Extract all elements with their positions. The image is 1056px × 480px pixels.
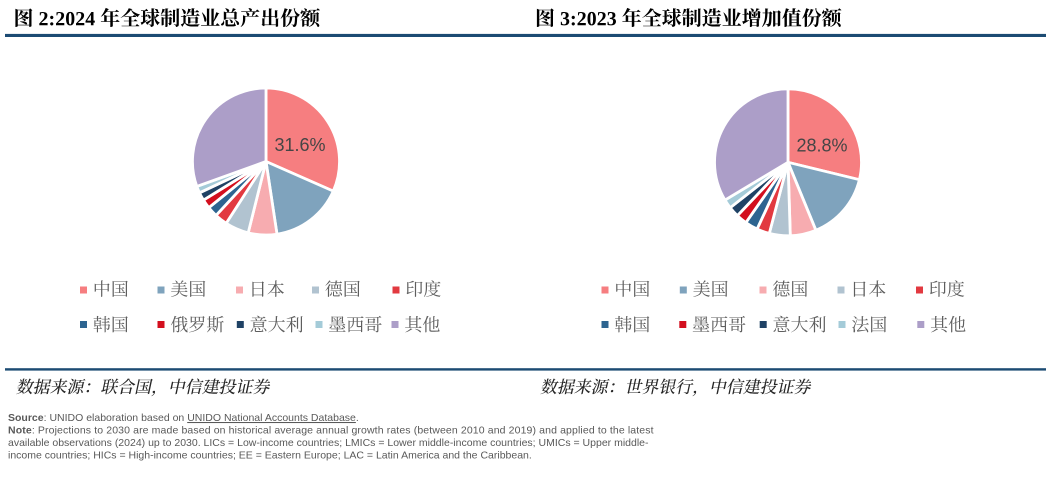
svg-text:Source: UNIDO elaboration base: Source: UNIDO elaboration based on UNIDO… — [8, 412, 359, 424]
svg-text:28.8%: 28.8% — [796, 136, 847, 156]
svg-text:Note: Projections to 2030 are: Note: Projections to 2030 are made based… — [8, 425, 654, 437]
svg-text:available observations (2024): available observations (2024) up to 2030… — [8, 437, 649, 449]
svg-text:income countries; HICs = High-: income countries; HICs = High-income cou… — [8, 449, 532, 461]
svg-text:31.6%: 31.6% — [274, 135, 325, 155]
